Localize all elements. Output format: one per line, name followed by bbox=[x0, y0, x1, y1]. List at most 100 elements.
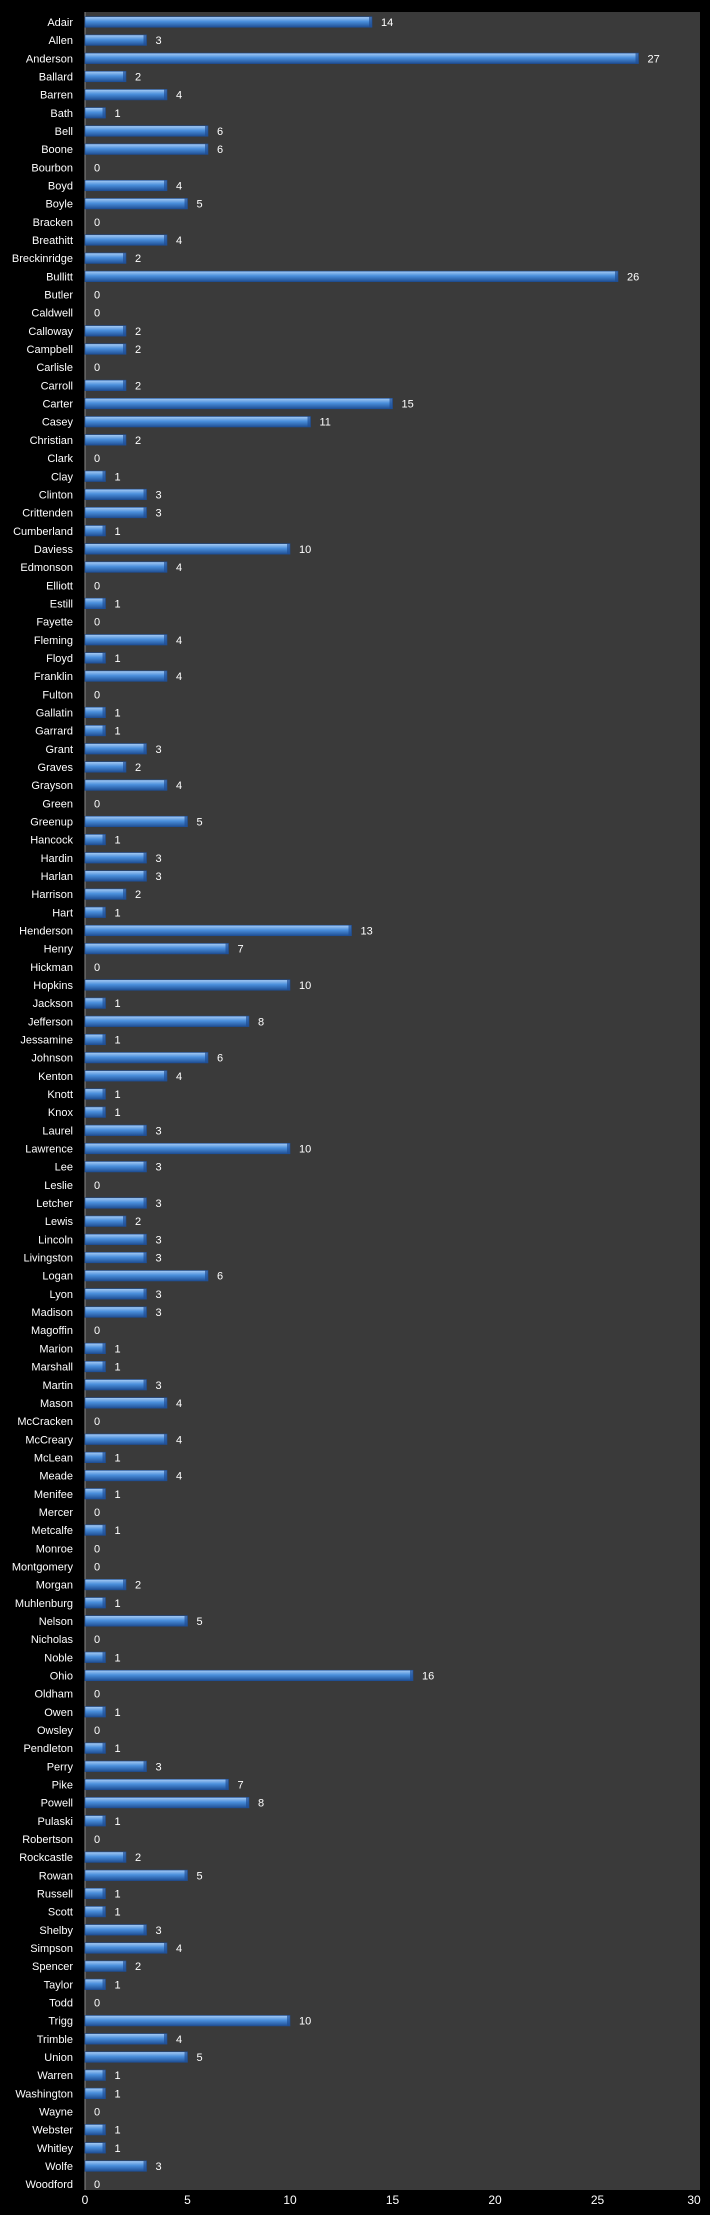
bar bbox=[84, 2087, 106, 2099]
data-label: 27 bbox=[648, 53, 660, 65]
bar-end-cap bbox=[102, 1488, 106, 1500]
bar-end-cap bbox=[102, 1088, 106, 1100]
category-label: Lewis bbox=[45, 1216, 74, 1228]
category-label: Hickman bbox=[30, 962, 73, 974]
bar-end-cap bbox=[410, 1670, 413, 1681]
data-label: 6 bbox=[217, 1053, 223, 1065]
bar bbox=[84, 1233, 147, 1245]
bar bbox=[84, 1015, 250, 1027]
category-label: Taylor bbox=[44, 1979, 74, 1991]
data-label: 10 bbox=[299, 980, 311, 992]
category-label: Perry bbox=[47, 1761, 74, 1773]
bar bbox=[84, 1706, 106, 1718]
category-label: Meade bbox=[39, 1471, 73, 1483]
bar-end-cap bbox=[369, 16, 372, 28]
data-label: 5 bbox=[197, 2052, 203, 2064]
bar-end-cap bbox=[164, 180, 167, 191]
bar bbox=[84, 398, 393, 410]
data-label: 4 bbox=[176, 1471, 182, 1483]
bar bbox=[84, 34, 147, 46]
bar-end-cap bbox=[246, 1797, 249, 1808]
bar bbox=[84, 525, 106, 537]
data-label: 0 bbox=[94, 1325, 100, 1337]
data-label: 1 bbox=[115, 653, 121, 665]
data-label: 4 bbox=[176, 1434, 182, 1446]
bar-end-cap bbox=[205, 1052, 208, 1063]
bar bbox=[84, 1088, 106, 1100]
data-label: 2 bbox=[135, 253, 141, 265]
bar bbox=[84, 670, 168, 682]
x-tick-label: 15 bbox=[386, 2193, 400, 2207]
category-label: Marion bbox=[39, 1343, 73, 1355]
data-label: 1 bbox=[115, 1816, 121, 1828]
data-label: 0 bbox=[94, 1416, 100, 1428]
bar bbox=[84, 634, 168, 646]
bar bbox=[84, 888, 127, 900]
bar bbox=[84, 2160, 147, 2172]
bar-end-cap bbox=[102, 652, 106, 664]
bar bbox=[84, 1906, 106, 1918]
data-label: 5 bbox=[197, 816, 203, 828]
category-label: Knott bbox=[47, 1089, 73, 1101]
bar-end-cap bbox=[143, 1288, 147, 1300]
category-label: Estill bbox=[50, 598, 73, 610]
bar bbox=[84, 2069, 106, 2081]
category-label: Knox bbox=[48, 1107, 74, 1119]
data-label: 4 bbox=[176, 562, 182, 574]
category-label: Clark bbox=[47, 453, 73, 465]
category-label: Muhlenburg bbox=[15, 1598, 73, 1610]
category-label: Hart bbox=[52, 907, 73, 919]
bar bbox=[84, 1942, 168, 1954]
bar bbox=[84, 1851, 127, 1863]
data-label: 3 bbox=[156, 1162, 162, 1174]
data-label: 2 bbox=[135, 435, 141, 447]
bar bbox=[84, 1106, 106, 1118]
category-label: Elliott bbox=[46, 580, 73, 592]
bar bbox=[84, 1451, 106, 1463]
bar bbox=[84, 1669, 414, 1682]
bar bbox=[84, 416, 311, 428]
data-label: 0 bbox=[94, 1507, 100, 1519]
data-label: 16 bbox=[422, 1670, 434, 1682]
category-label: Campbell bbox=[27, 344, 73, 356]
bar bbox=[84, 143, 209, 155]
bar-end-cap bbox=[164, 89, 167, 100]
category-label: Laurel bbox=[42, 1125, 73, 1137]
plot-area bbox=[85, 12, 700, 2190]
bar bbox=[84, 16, 373, 28]
data-label: 1 bbox=[115, 526, 121, 538]
data-label: 0 bbox=[94, 798, 100, 810]
bar-end-cap bbox=[102, 1742, 106, 1754]
category-label: Gallatin bbox=[36, 707, 73, 719]
bar bbox=[84, 943, 229, 955]
category-label: Mercer bbox=[39, 1507, 74, 1519]
bar-end-cap bbox=[205, 125, 208, 137]
data-label: 3 bbox=[156, 2161, 162, 2173]
data-label: 4 bbox=[176, 90, 182, 102]
bar-end-cap bbox=[102, 1652, 106, 1663]
bar-end-cap bbox=[102, 834, 106, 845]
data-label: 4 bbox=[176, 1071, 182, 1083]
bar-end-cap bbox=[102, 1343, 106, 1354]
data-label: 3 bbox=[156, 508, 162, 520]
data-label: 1 bbox=[115, 2125, 121, 2137]
category-label: Cumberland bbox=[13, 526, 73, 538]
data-label: 3 bbox=[156, 871, 162, 883]
data-label: 6 bbox=[217, 126, 223, 138]
bar-end-cap bbox=[143, 1125, 147, 1136]
bar-end-cap bbox=[143, 1924, 147, 1936]
data-label: 0 bbox=[94, 1634, 100, 1646]
bar-end-cap bbox=[143, 1197, 147, 1209]
data-label: 1 bbox=[115, 1489, 121, 1501]
data-label: 1 bbox=[115, 2070, 121, 2082]
category-label: Butler bbox=[44, 290, 73, 302]
category-label: Henderson bbox=[19, 926, 73, 938]
bar-end-cap bbox=[389, 398, 393, 409]
bar bbox=[84, 1978, 106, 1990]
data-label: 3 bbox=[156, 1289, 162, 1301]
bar bbox=[84, 507, 147, 519]
bar-end-cap bbox=[123, 1215, 126, 1227]
bar bbox=[84, 1797, 250, 1809]
category-label: Leslie bbox=[44, 1180, 73, 1192]
